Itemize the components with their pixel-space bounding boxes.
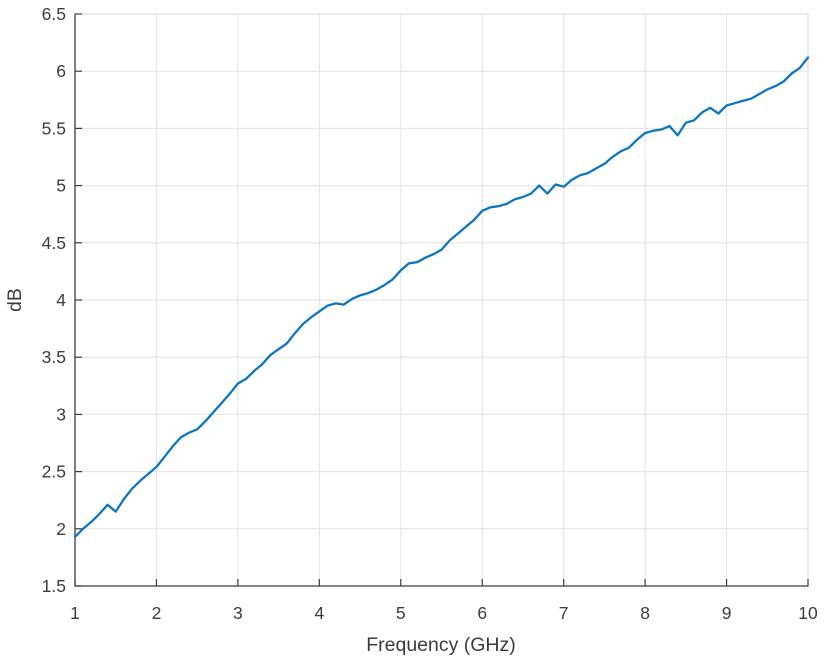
y-tick-label: 4.5 [42, 233, 66, 253]
y-tick-label: 6.5 [42, 4, 66, 24]
series-line [73, 56, 810, 538]
x-tick-label: 8 [640, 603, 650, 623]
y-tick-label: 1.5 [42, 576, 66, 596]
y-tick-label: 5 [56, 176, 66, 196]
y-tick-label: 4 [56, 290, 66, 310]
series-layer [73, 56, 810, 538]
y-tick-label: 3 [56, 404, 66, 424]
x-tick-label: 5 [396, 603, 406, 623]
y-tick-label: 2 [56, 519, 66, 539]
y-axis-label: dB [4, 288, 26, 312]
x-tick-label: 3 [233, 603, 243, 623]
x-tick-label: 1 [70, 603, 80, 623]
x-tick-label: 7 [559, 603, 569, 623]
x-tick-label: 9 [722, 603, 732, 623]
x-tick-label: 2 [152, 603, 162, 623]
x-tick-label: 4 [314, 603, 324, 623]
grid-layer [75, 14, 808, 586]
x-axis-label: Frequency (GHz) [366, 634, 516, 656]
y-tick-label: 6 [56, 61, 66, 81]
x-tick-label: 6 [477, 603, 487, 623]
y-tick-label: 5.5 [42, 118, 66, 138]
x-tick-label: 10 [798, 603, 818, 623]
tick-layer: 1 2 3 4 5 6 7 8 9 10 1.5 2 2.5 3 3.5 4 4.5 5 5.5 6 6.5 [42, 4, 818, 623]
y-tick-label: 3.5 [42, 347, 66, 367]
y-tick-label: 2.5 [42, 462, 66, 482]
